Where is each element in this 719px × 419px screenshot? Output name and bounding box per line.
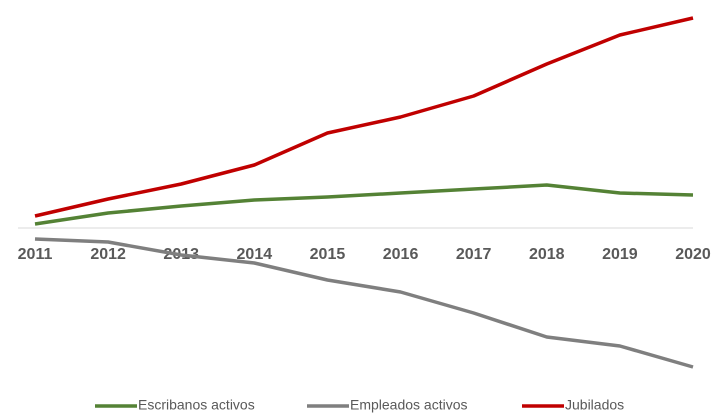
- x-tick-label: 2019: [602, 246, 638, 263]
- x-tick-label: 2016: [383, 246, 419, 263]
- legend-label: Jubilados: [565, 397, 624, 413]
- x-tick-label: 2012: [90, 246, 126, 263]
- x-tick-label: 2017: [456, 246, 492, 263]
- x-tick-label: 2020: [675, 246, 711, 263]
- series-line: [34, 237, 694, 369]
- x-tick-label: 2014: [237, 246, 273, 263]
- legend-label: Escribanos activos: [138, 397, 255, 413]
- series-line: [34, 16, 694, 218]
- x-tick-label: 2018: [529, 246, 565, 263]
- x-tick-label: 2015: [310, 246, 346, 263]
- x-tick-label: 2011: [18, 246, 53, 263]
- legend-label: Empleados activos: [350, 397, 468, 413]
- series-line: [34, 183, 694, 226]
